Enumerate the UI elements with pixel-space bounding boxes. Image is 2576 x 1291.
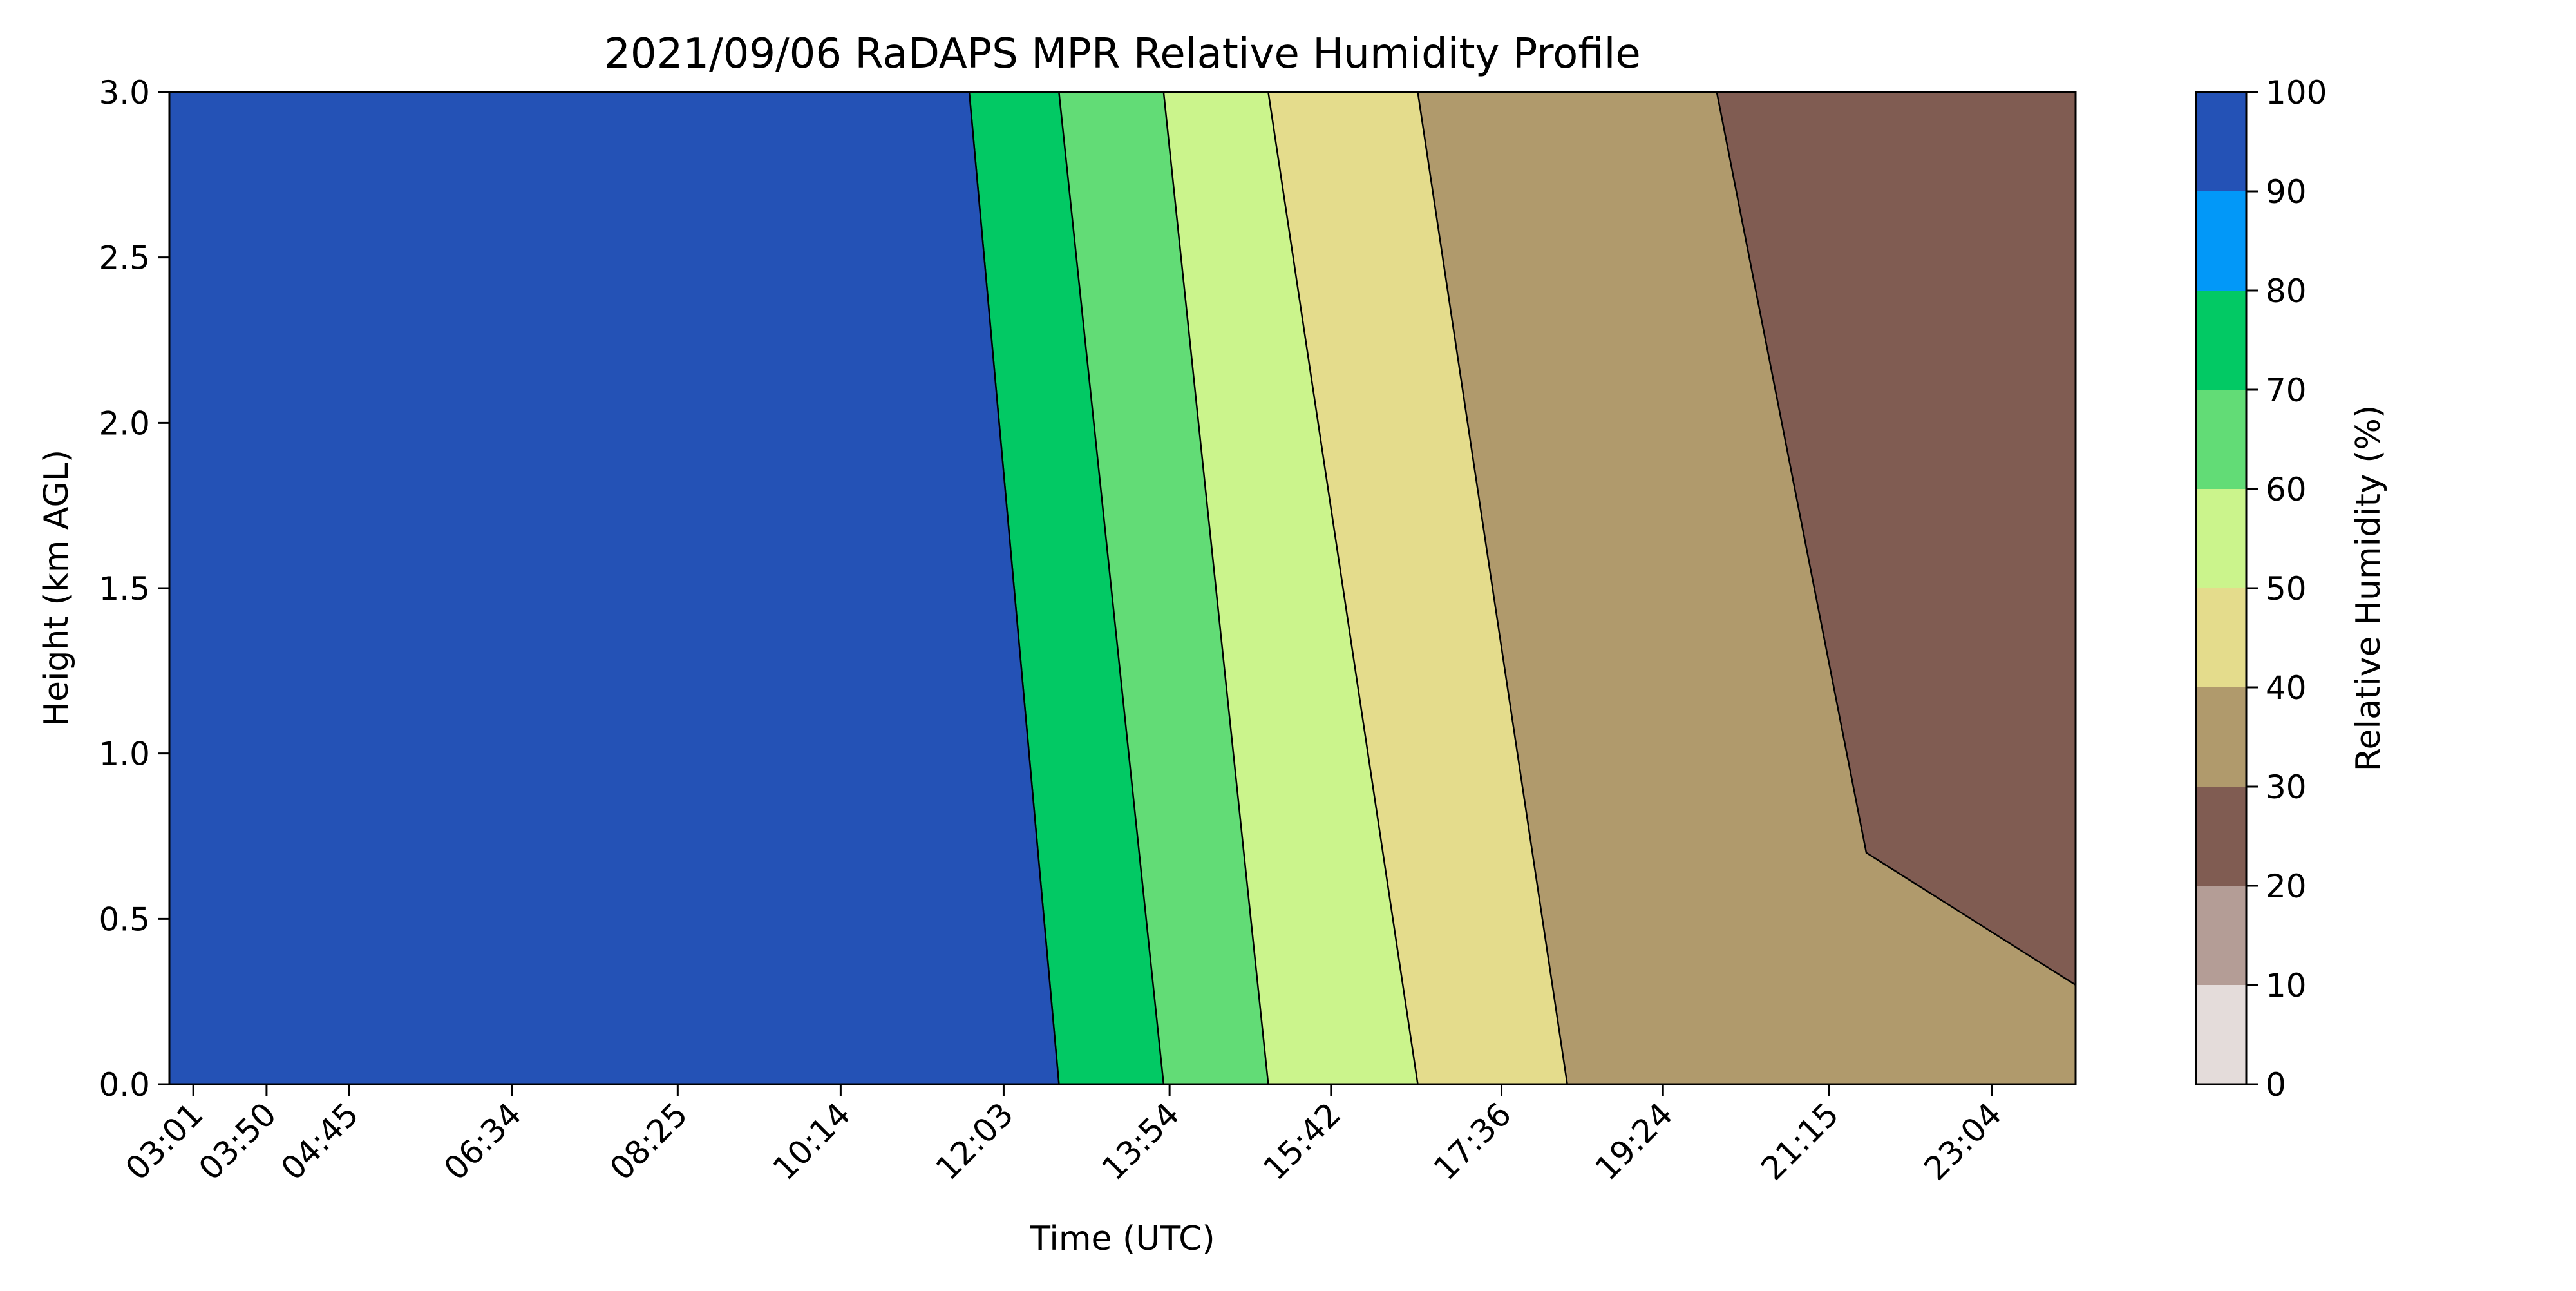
colorbar-segment xyxy=(2196,687,2246,787)
y-tick-label: 1.0 xyxy=(99,736,150,773)
colorbar-segment xyxy=(2196,291,2246,390)
x-tick-label: 21:15 xyxy=(1754,1095,1846,1187)
colorbar-segment xyxy=(2196,191,2246,291)
colorbar-tick-label: 70 xyxy=(2266,372,2307,409)
colorbar-segment xyxy=(2196,886,2246,985)
x-axis-label: Time (UTC) xyxy=(1029,1219,1215,1258)
y-tick-label: 2.5 xyxy=(99,240,150,277)
colorbar-segment xyxy=(2196,92,2246,191)
colorbar-tick-label: 0 xyxy=(2266,1066,2286,1104)
y-tick-label: 2.0 xyxy=(99,405,150,442)
y-tick-label: 1.5 xyxy=(99,570,150,607)
x-tick-label: 04:45 xyxy=(274,1095,366,1187)
colorbar-tick-label: 50 xyxy=(2266,570,2307,607)
x-tick-label: 13:54 xyxy=(1095,1095,1187,1187)
y-tick-label: 3.0 xyxy=(99,74,150,111)
colorbar-tick-label: 40 xyxy=(2266,669,2307,707)
colorbar-tick-label: 20 xyxy=(2266,868,2307,905)
colorbar-tick-label: 80 xyxy=(2266,273,2307,310)
colorbar-segment xyxy=(2196,390,2246,489)
chart-title: 2021/09/06 RaDAPS MPR Relative Humidity … xyxy=(604,30,1641,78)
x-tick-label: 17:36 xyxy=(1426,1095,1519,1187)
x-tick-label: 23:04 xyxy=(1917,1095,2009,1187)
colorbar-segment xyxy=(2196,985,2246,1084)
colorbar-segment xyxy=(2196,787,2246,886)
colorbar-segment xyxy=(2196,489,2246,588)
x-tick-label: 06:34 xyxy=(437,1095,529,1187)
x-tick-label: 03:01 xyxy=(118,1095,211,1187)
colorbar-tick-label: 10 xyxy=(2266,967,2307,1004)
colorbar-tick-label: 90 xyxy=(2266,173,2307,211)
colorbar: 0 10 20 30 40 50 60 70 80 90 100 xyxy=(2195,74,2327,1104)
y-axis-label: Height (km AGL) xyxy=(37,450,76,727)
y-tick-label: 0.0 xyxy=(99,1066,150,1104)
colorbar-tick-label: 30 xyxy=(2266,769,2307,806)
x-tick-label: 10:14 xyxy=(766,1095,858,1187)
rh-contour-band-90 xyxy=(169,92,2076,1084)
x-tick-label: 15:42 xyxy=(1256,1095,1348,1187)
colorbar-tick-label: 60 xyxy=(2266,471,2307,508)
plot-area xyxy=(169,92,2076,1084)
x-tick-label: 12:03 xyxy=(929,1095,1021,1187)
y-tick-label: 0.5 xyxy=(99,901,150,938)
y-axis: 0.0 0.5 1.0 1.5 2.0 2.5 3.0 xyxy=(99,74,169,1104)
colorbar-tick-label: 100 xyxy=(2266,74,2327,111)
x-tick-label: 03:50 xyxy=(191,1095,283,1187)
colorbar-label: Relative Humidity (%) xyxy=(2349,405,2388,772)
colorbar-segment xyxy=(2196,588,2246,687)
x-tick-label: 19:24 xyxy=(1588,1095,1680,1187)
x-tick-label: 08:25 xyxy=(603,1095,695,1187)
